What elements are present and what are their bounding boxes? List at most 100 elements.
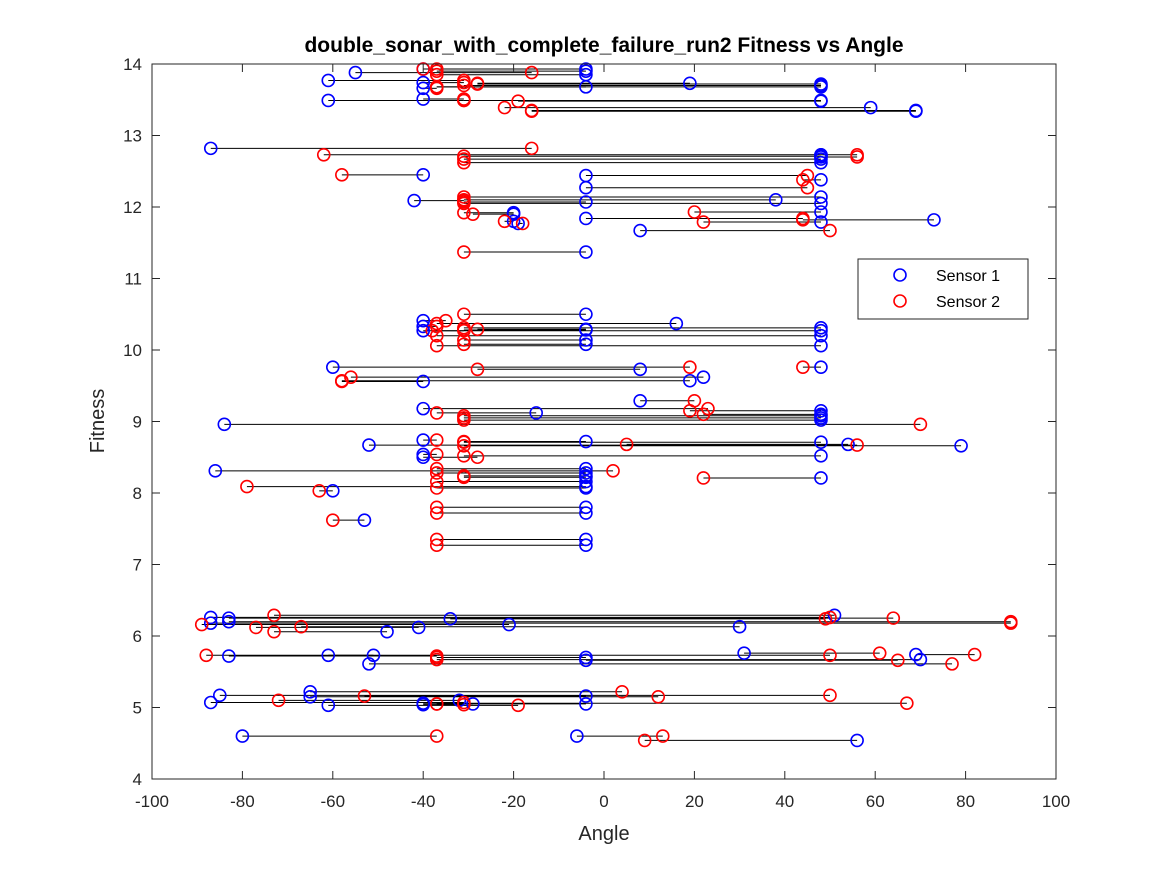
sensor-1-point <box>633 362 647 377</box>
sensor-1-point <box>222 614 236 629</box>
x-tick-label: 60 <box>866 792 885 811</box>
sensor-2-point <box>1003 616 1018 630</box>
y-tick-label: 14 <box>123 55 142 74</box>
sensor-1-point <box>217 417 232 432</box>
y-tick-label: 8 <box>133 484 142 503</box>
sensor-2-point <box>466 207 480 221</box>
x-tick-label: -80 <box>230 792 255 811</box>
sensor-1-point <box>321 73 336 88</box>
sensor-1-point <box>814 152 828 166</box>
sensor-1-point <box>633 393 647 408</box>
sensor-1-point <box>235 729 250 743</box>
sensor-2-point <box>457 196 471 211</box>
x-tick-label: 40 <box>775 792 794 811</box>
x-tick-label: -20 <box>501 792 526 811</box>
sensor-1-point <box>579 195 593 209</box>
sensor-1-point <box>669 316 684 331</box>
sensor-2-point <box>457 245 471 259</box>
y-tick-label: 10 <box>123 341 142 360</box>
y-tick-label: 4 <box>133 770 142 789</box>
sensor-1-point <box>579 333 593 347</box>
sensor-2-point <box>271 693 286 708</box>
sensor-1-point <box>927 213 941 227</box>
sensor-1-point <box>362 657 376 671</box>
sensor-1-point <box>357 513 372 527</box>
sensor-1-point <box>570 729 584 743</box>
sensor-1-point <box>814 471 828 485</box>
sensor-1-point <box>814 190 828 204</box>
x-tick-label: 80 <box>956 792 975 811</box>
sensor-2-point <box>429 328 444 343</box>
sensor-2-point <box>823 688 837 703</box>
sensor-2-point <box>457 323 471 338</box>
sensor-1-point <box>841 437 855 452</box>
sensor-1-point <box>814 338 828 353</box>
sensor-1-point <box>222 611 236 625</box>
sensor-2-point <box>800 180 815 195</box>
legend-label-sensor-1: Sensor 1 <box>936 268 1000 285</box>
sensor-1-point <box>814 435 828 450</box>
sensor-2-point <box>249 620 263 635</box>
sensor-1-point <box>850 733 864 748</box>
sensor-1-point <box>737 646 751 660</box>
sensor-2-point <box>325 513 340 527</box>
sensor-2-point <box>524 141 539 156</box>
sensor-2-point <box>615 684 629 699</box>
sensor-1-point <box>863 100 878 115</box>
sensor-2-point <box>429 447 444 462</box>
sensor-1-point <box>222 649 236 663</box>
sensor-2-point <box>429 538 444 552</box>
sensor-1-point <box>579 474 593 489</box>
sensor-1-point <box>579 461 593 476</box>
y-axis: 4 5 6 7 8 9 10 11 12 13 14 <box>123 55 1056 789</box>
marker-layer <box>194 62 1018 748</box>
y-tick-label: 11 <box>124 270 142 289</box>
sensor-2-point <box>429 64 444 78</box>
sensor-1-point <box>814 155 828 170</box>
sensor-2-point <box>429 466 444 480</box>
sensor-1-point <box>348 65 363 80</box>
sensor-2-point <box>470 450 485 465</box>
x-tick-label: 0 <box>599 792 608 811</box>
sensor-2-point <box>457 152 471 166</box>
sensor-2-point <box>850 438 864 452</box>
sensor-1-point <box>579 532 593 547</box>
sensor-1-point <box>416 374 431 389</box>
y-tick-label: 6 <box>133 627 142 646</box>
sensor-1-point <box>814 196 828 211</box>
sensor-1-point <box>814 413 828 427</box>
sensor-1-point <box>579 180 593 195</box>
sensor-1-point <box>732 619 747 634</box>
sensor-2-point <box>194 617 209 632</box>
sensor-1-point <box>407 193 421 208</box>
sensor-1-point <box>416 92 431 106</box>
sensor-2-point <box>470 77 485 91</box>
sensor-1-point <box>466 697 480 711</box>
sensor-1-point <box>696 370 711 384</box>
sensor-2-point <box>470 322 485 337</box>
sensor-2-point <box>312 484 327 498</box>
sensor-2-point <box>457 205 471 220</box>
sensor-2-point <box>818 612 833 626</box>
sensor-2-point <box>457 78 471 93</box>
sensor-1-point <box>814 173 828 187</box>
x-tick-label: -60 <box>321 792 346 811</box>
sensor-1-point <box>683 76 697 91</box>
sensor-2-point <box>796 360 810 374</box>
sensor-2-point <box>429 338 444 353</box>
sensor-1-point <box>502 617 516 632</box>
sensor-2-point <box>457 413 471 427</box>
legend-marker-sensor-2 <box>893 294 907 308</box>
x-axis-label: Angle <box>578 823 629 845</box>
sensor-2-point <box>267 624 281 639</box>
sensor-2-point <box>687 205 702 219</box>
sensor-1-point <box>416 323 431 338</box>
sensor-1-point <box>362 438 376 452</box>
sensor-2-point <box>655 729 670 743</box>
sensor-1-point <box>511 216 525 231</box>
sensor-1-point <box>366 648 381 663</box>
sensor-2-point <box>823 648 837 663</box>
sensor-2-point <box>457 155 471 170</box>
x-tick-label: -100 <box>135 792 169 811</box>
sensor-2-point <box>316 148 331 162</box>
